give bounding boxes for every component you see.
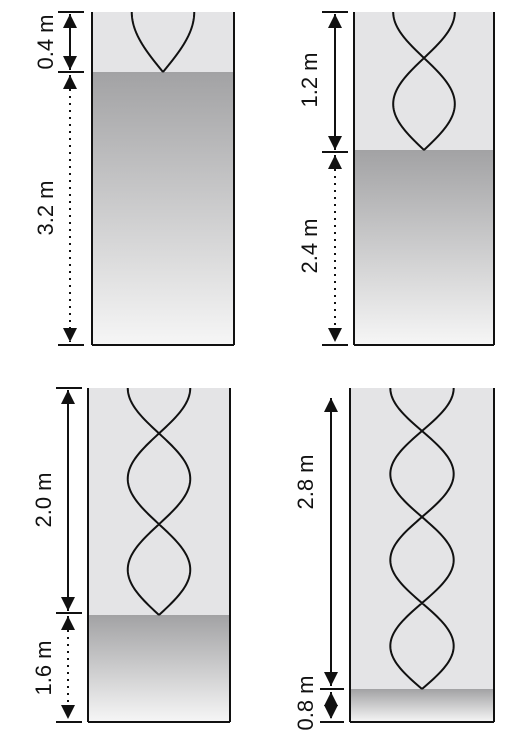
liquid-column-label: 2.4 m xyxy=(297,218,322,273)
tube-panel-bottom-right: 2.8 m 0.8 m xyxy=(293,387,495,731)
air-column-label: 2.0 m xyxy=(31,472,56,527)
standing-wave xyxy=(389,387,455,690)
standing-wave xyxy=(392,11,456,151)
tube-panel-top-right: 1.2 m 2.4 m xyxy=(297,11,495,346)
air-column xyxy=(350,388,494,689)
liquid-column xyxy=(354,150,494,345)
liquid-column-label: 0.8 m xyxy=(293,675,318,730)
tube-panel-bottom-left: 2.0 m 1.6 m xyxy=(31,387,231,723)
air-column-label: 1.2 m xyxy=(297,52,322,107)
liquid-column xyxy=(92,72,234,345)
liquid-column-label: 1.6 m xyxy=(31,640,56,695)
air-column xyxy=(354,12,494,150)
air-column-label: 0.4 m xyxy=(33,14,58,69)
standing-wave xyxy=(130,12,196,73)
air-column-label: 2.8 m xyxy=(293,454,318,509)
tube-panel-top-left: 0.4 m 3.2 m xyxy=(33,11,235,346)
liquid-column xyxy=(350,689,494,722)
liquid-column xyxy=(88,615,230,722)
air-column xyxy=(88,388,230,615)
liquid-column-label: 3.2 m xyxy=(33,180,58,235)
air-column xyxy=(92,12,234,72)
standing-wave xyxy=(126,387,192,616)
